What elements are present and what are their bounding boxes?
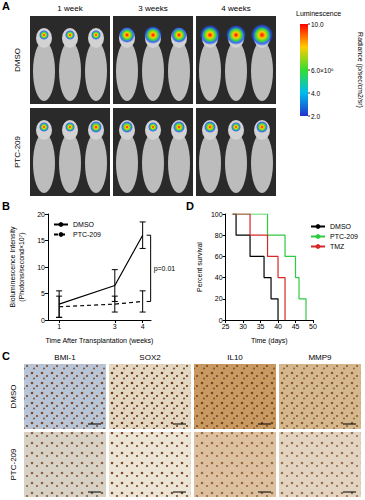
svg-text:4.0: 4.0 xyxy=(311,90,320,97)
svg-text:DMSO: DMSO xyxy=(73,221,95,228)
svg-text:20: 20 xyxy=(37,211,45,218)
svg-text:6.0×10⁶: 6.0×10⁶ xyxy=(311,67,334,74)
svg-text:2.0: 2.0 xyxy=(311,113,320,120)
svg-text:20: 20 xyxy=(215,295,223,302)
svg-text:1: 1 xyxy=(57,323,61,330)
html-text:D: D xyxy=(186,200,194,212)
svg-text:50: 50 xyxy=(309,323,317,330)
svg-text:3: 3 xyxy=(113,323,117,330)
html-text:C: C xyxy=(2,350,10,362)
svg-text:40: 40 xyxy=(215,274,223,281)
svg-text:100: 100 xyxy=(211,211,223,218)
svg-text:Luminescence: Luminescence xyxy=(296,10,341,17)
svg-text:PTC-209: PTC-209 xyxy=(9,448,18,481)
svg-text:DMSO: DMSO xyxy=(13,48,22,72)
svg-text:Time (days): Time (days) xyxy=(251,337,288,345)
svg-text:Bioluminescence Intensity: Bioluminescence Intensity xyxy=(9,226,17,307)
svg-text:80: 80 xyxy=(215,232,223,239)
svg-text:TMZ: TMZ xyxy=(330,243,345,250)
svg-text:p=0.01: p=0.01 xyxy=(154,265,176,273)
html-text:A: A xyxy=(2,0,10,12)
svg-text:1 week: 1 week xyxy=(57,4,83,13)
svg-text:Percent survival: Percent survival xyxy=(196,242,203,292)
svg-text:DMSO: DMSO xyxy=(330,223,352,230)
svg-text:BMI-1: BMI-1 xyxy=(54,353,76,362)
svg-text:PTC-209: PTC-209 xyxy=(73,231,101,238)
svg-text:Radiance (p/sec/cm2/sr): Radiance (p/sec/cm2/sr) xyxy=(356,32,364,108)
svg-text:PTC-209: PTC-209 xyxy=(13,135,22,168)
svg-text:40: 40 xyxy=(274,323,282,330)
svg-text:30: 30 xyxy=(239,323,247,330)
svg-text:PTC-209: PTC-209 xyxy=(330,233,358,240)
svg-text:0: 0 xyxy=(41,317,45,324)
svg-text:(Photons/second×10⁷): (Photons/second×10⁷) xyxy=(18,232,26,301)
svg-text:SOX2: SOX2 xyxy=(139,353,161,362)
svg-text:4 weeks: 4 weeks xyxy=(221,4,250,13)
svg-text:45: 45 xyxy=(292,323,300,330)
html-text:B: B xyxy=(2,200,10,212)
svg-text:4: 4 xyxy=(141,323,145,330)
svg-text:MMP9: MMP9 xyxy=(308,353,332,362)
svg-text:DMSO: DMSO xyxy=(9,385,18,409)
svg-text:15: 15 xyxy=(37,237,45,244)
svg-text:10: 10 xyxy=(37,264,45,271)
svg-text:5: 5 xyxy=(41,290,45,297)
svg-text:3 weeks: 3 weeks xyxy=(138,4,167,13)
svg-text:10.0: 10.0 xyxy=(311,21,324,28)
svg-text:0: 0 xyxy=(218,316,223,324)
svg-text:60: 60 xyxy=(215,253,223,260)
svg-text:Time After Transplantation (we: Time After Transplantation (weeks) xyxy=(46,337,154,345)
svg-text:25: 25 xyxy=(222,323,230,330)
svg-text:35: 35 xyxy=(257,323,265,330)
svg-text:IL10: IL10 xyxy=(227,353,243,362)
